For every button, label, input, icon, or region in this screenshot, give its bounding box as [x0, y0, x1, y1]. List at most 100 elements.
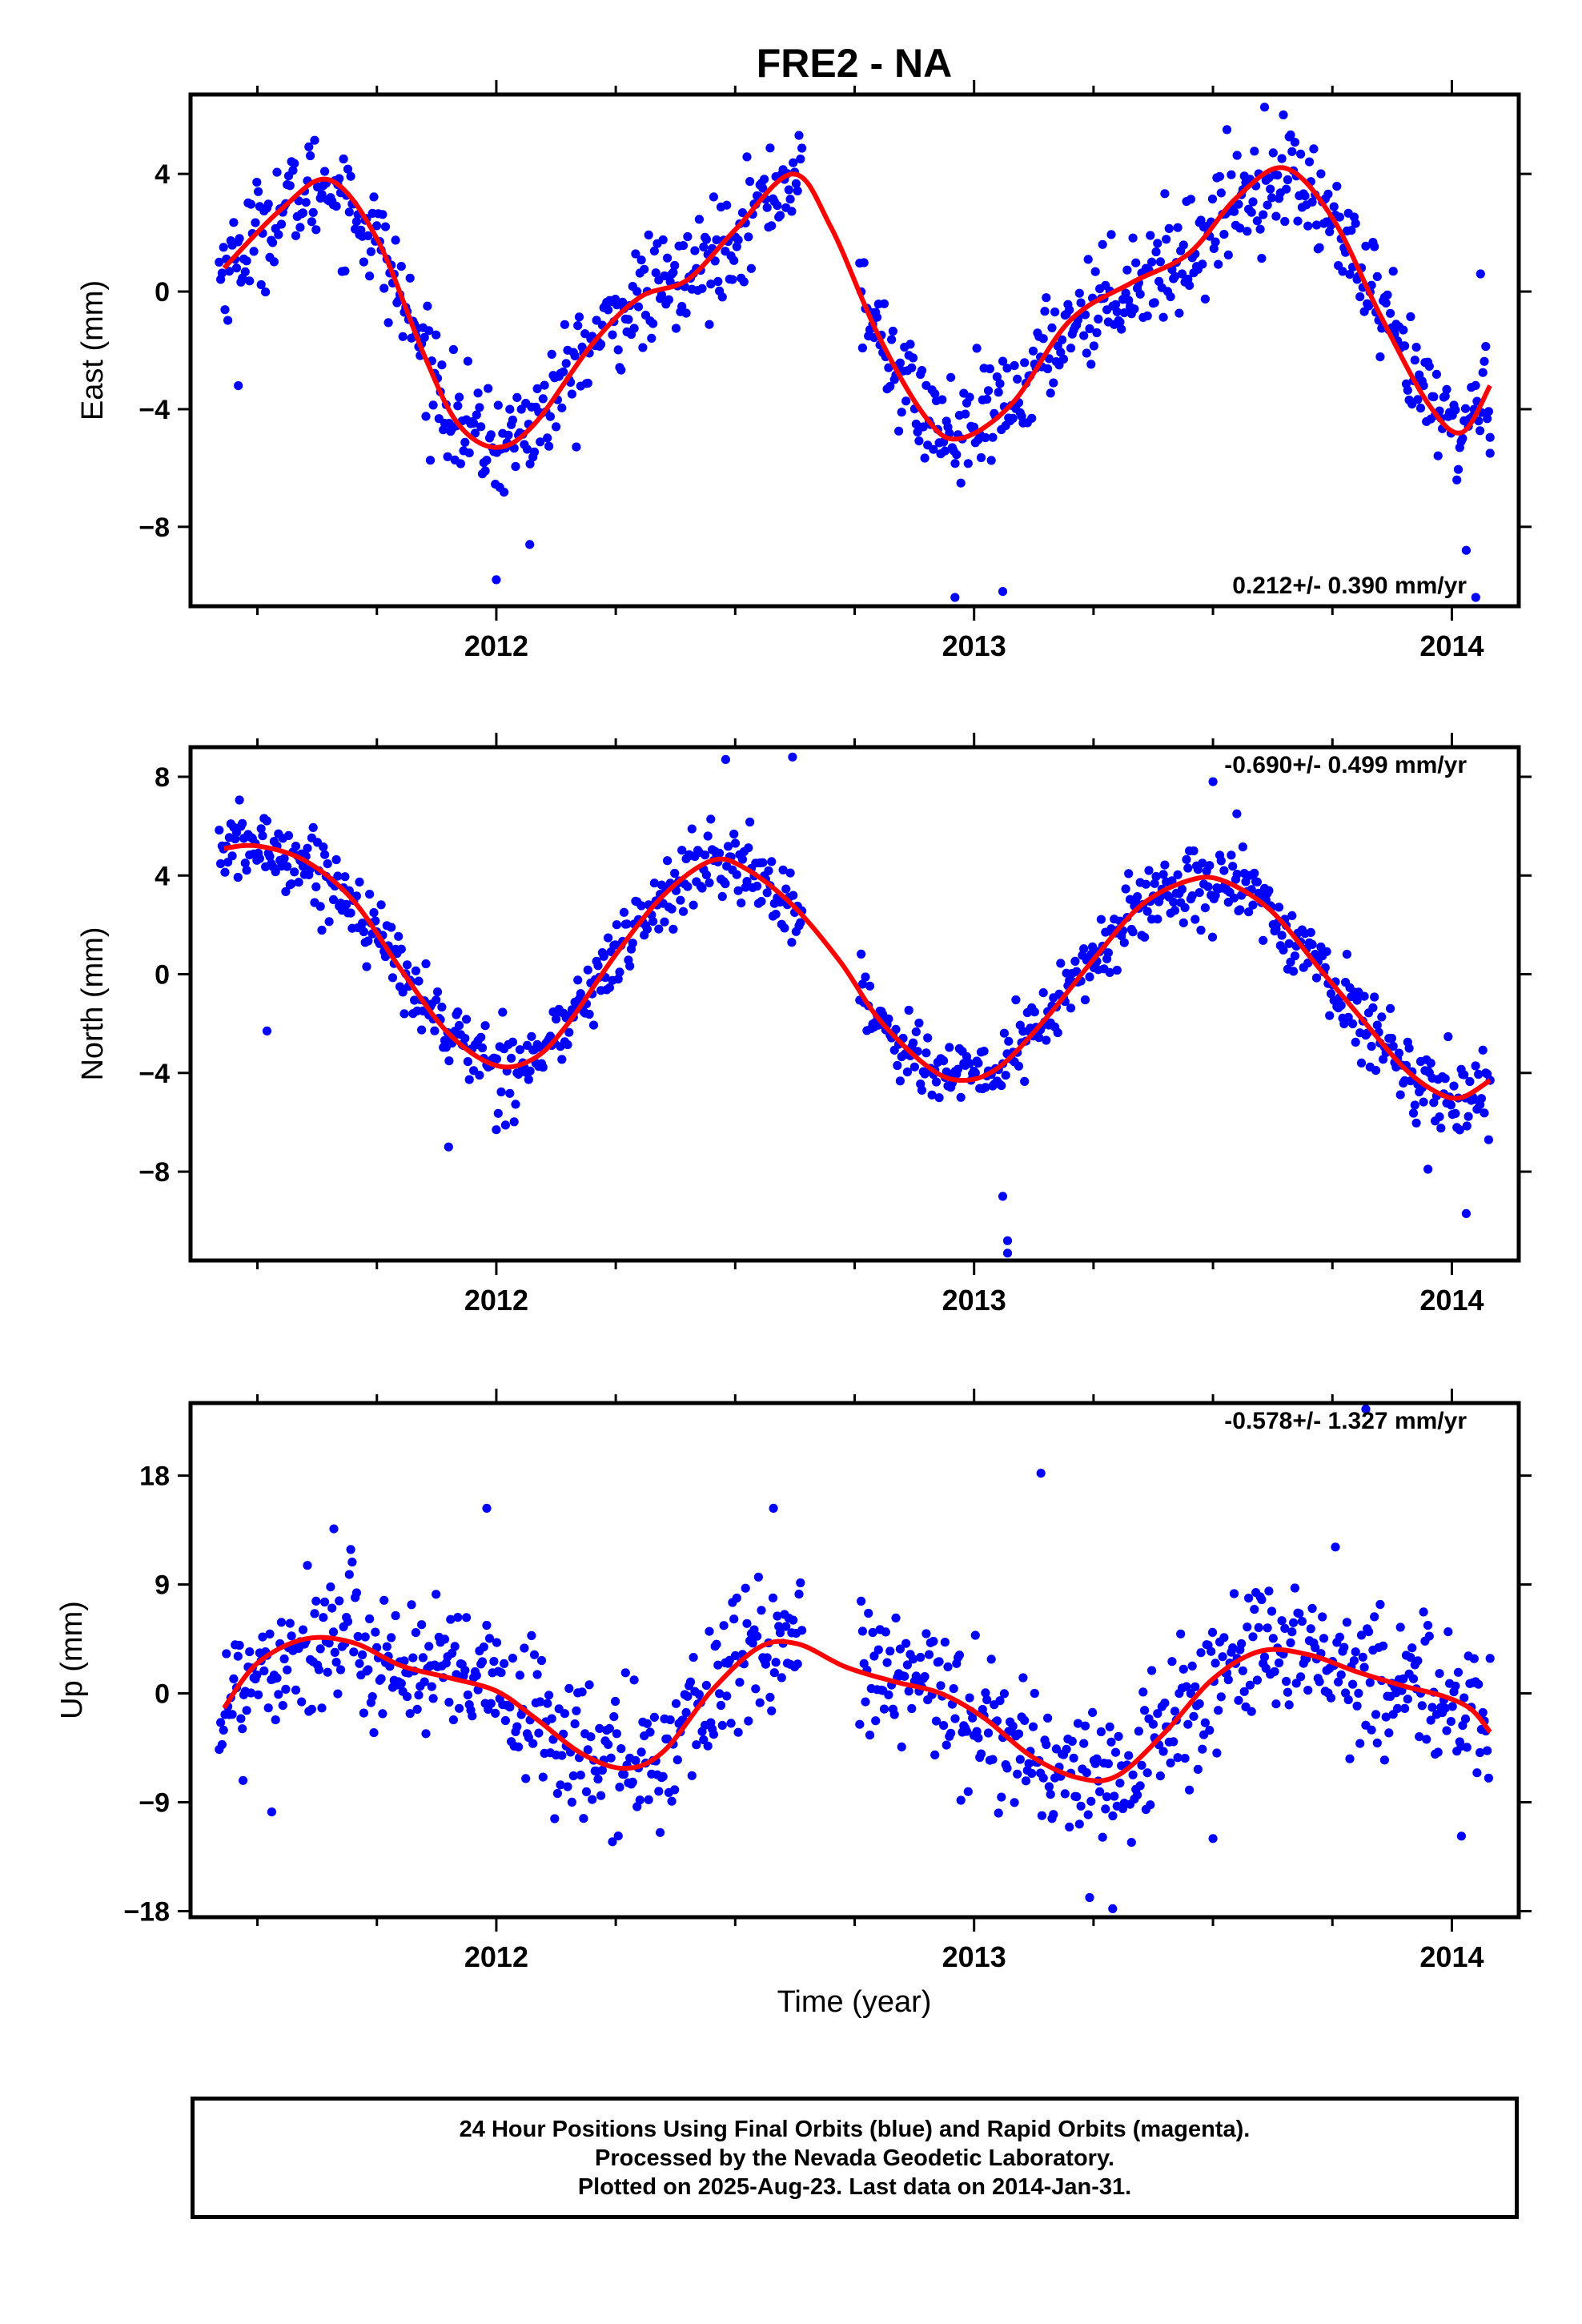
- north-point: [1216, 856, 1226, 866]
- north-point: [1352, 995, 1362, 1005]
- up-point: [1187, 1661, 1197, 1671]
- up-point: [1478, 1707, 1488, 1718]
- up-point: [753, 1572, 764, 1582]
- up-point: [556, 1780, 565, 1790]
- east-point: [1259, 103, 1270, 112]
- north-point: [279, 854, 289, 863]
- up-point: [550, 1814, 560, 1823]
- up-point: [489, 1657, 499, 1667]
- up-point: [1451, 1681, 1460, 1691]
- east-point: [894, 426, 904, 436]
- east-point: [1481, 342, 1491, 352]
- east-point: [758, 183, 768, 193]
- east-point: [1332, 182, 1342, 191]
- north-point: [1460, 1070, 1469, 1080]
- east-point: [274, 230, 283, 239]
- up-point: [391, 1610, 400, 1621]
- up-point: [1101, 1804, 1110, 1814]
- north-point: [865, 981, 875, 991]
- up-point: [1413, 1656, 1423, 1666]
- north-point: [444, 1142, 453, 1152]
- east-point: [482, 456, 492, 465]
- east-point: [235, 234, 244, 243]
- north-point: [1311, 973, 1322, 983]
- north-point: [233, 872, 243, 883]
- east-point: [1038, 334, 1048, 344]
- north-point: [455, 1020, 464, 1031]
- north-point: [1195, 888, 1204, 898]
- north-point: [563, 1039, 572, 1050]
- east-point: [1370, 242, 1379, 251]
- north-point: [1426, 1059, 1435, 1068]
- up-point: [285, 1618, 295, 1628]
- east-point: [532, 384, 542, 393]
- east-point: [994, 388, 1003, 397]
- north-point: [1455, 1125, 1464, 1135]
- north-point: [737, 899, 746, 908]
- up-point: [1359, 1663, 1369, 1672]
- up-point: [1114, 1731, 1123, 1741]
- north-point: [430, 1026, 440, 1035]
- up-point: [861, 1697, 870, 1707]
- north-point: [942, 1067, 951, 1077]
- up-point: [1263, 1623, 1272, 1633]
- up-point: [463, 1690, 473, 1700]
- east-point: [560, 320, 570, 329]
- east-point: [995, 379, 1005, 388]
- north-point: [1096, 915, 1106, 924]
- east-point: [220, 305, 230, 315]
- up-point: [881, 1627, 890, 1637]
- east-point: [746, 263, 757, 273]
- east-point: [1252, 216, 1262, 226]
- up-point: [968, 1713, 978, 1723]
- north-point: [954, 1064, 963, 1074]
- east-point: [1411, 343, 1421, 352]
- up-point: [1126, 1838, 1136, 1848]
- up-point: [921, 1629, 931, 1638]
- up-point: [527, 1630, 536, 1640]
- east-point: [988, 432, 998, 442]
- east-point: [913, 427, 922, 437]
- up-point: [1238, 1666, 1247, 1675]
- north-point: [654, 924, 664, 934]
- up-point: [869, 1651, 879, 1661]
- up-point: [1148, 1719, 1158, 1729]
- east-point: [460, 437, 470, 447]
- up-point: [1044, 1782, 1054, 1791]
- north-point: [1395, 1090, 1405, 1100]
- east-point: [476, 422, 486, 432]
- up-point: [871, 1716, 881, 1726]
- up-point: [628, 1777, 637, 1787]
- up-point: [421, 1729, 431, 1739]
- north-point: [396, 944, 406, 954]
- up-point: [897, 1742, 906, 1751]
- up-point: [360, 1632, 370, 1642]
- east-point: [1106, 230, 1116, 239]
- up-point: [635, 1795, 644, 1805]
- north-point: [636, 901, 646, 911]
- up-point: [954, 1651, 964, 1660]
- up-point: [1352, 1701, 1362, 1711]
- east-point: [797, 143, 807, 153]
- up-point: [579, 1814, 588, 1823]
- up-point: [1229, 1589, 1239, 1598]
- east-point: [254, 187, 263, 196]
- north-point: [262, 816, 271, 826]
- north-point: [998, 1192, 1008, 1201]
- up-point: [942, 1740, 951, 1750]
- up-point: [448, 1715, 459, 1725]
- up-point: [298, 1625, 308, 1634]
- north-x-tick-label: 2013: [942, 1284, 1006, 1317]
- north-frame: [188, 745, 1521, 1263]
- up-point: [615, 1783, 624, 1792]
- up-point: [949, 1684, 958, 1694]
- up-point: [694, 1690, 705, 1699]
- north-point: [324, 917, 334, 927]
- up-point: [216, 1718, 226, 1727]
- north-point: [745, 817, 755, 827]
- east-point: [885, 381, 895, 392]
- up-point: [577, 1687, 587, 1697]
- north-y-tick-label: 0: [155, 960, 170, 991]
- north-point: [604, 983, 615, 992]
- up-point: [748, 1638, 757, 1648]
